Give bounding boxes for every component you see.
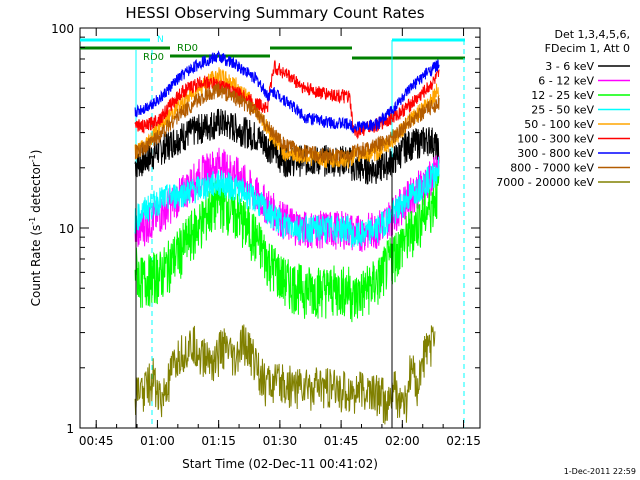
y-axis-label-end: ) <box>29 150 43 155</box>
chart-title: HESSI Observing Summary Count Rates <box>125 4 424 22</box>
x-tick-label-2: 01:15 <box>201 434 236 448</box>
series-line-0 <box>134 108 440 185</box>
y-tick-label-1: 10 <box>59 222 74 236</box>
x-tick-label-3: 01:30 <box>263 434 298 448</box>
series-line-2 <box>134 168 440 323</box>
legend-label-7: 800 - 7000 keV <box>510 162 594 175</box>
series-line-3 <box>134 156 440 248</box>
y-axis-label: Count Rate (s-1 detector-1) <box>28 150 43 307</box>
y-tick-label-0: 1 <box>66 422 74 436</box>
x-tick-label-5: 02:00 <box>385 434 420 448</box>
legend-header-2: FDecim 1, Att 0 <box>545 42 630 55</box>
x-tick-label-4: 01:45 <box>324 434 359 448</box>
legend-label-5: 100 - 300 keV <box>517 133 594 146</box>
series-layer <box>134 50 440 428</box>
y-tick-label-2: 100 <box>51 22 74 36</box>
x-tick-label-1: 01:00 <box>140 434 175 448</box>
legend-label-3: 25 - 50 keV <box>531 104 594 117</box>
footer-date: 1-Dec-2011 22:59 <box>564 467 636 476</box>
legend-header-1: Det 1,3,4,5,6, <box>554 28 630 41</box>
flag-label-n: N <box>157 35 164 45</box>
legend-label-8: 7000 - 20000 keV <box>496 176 594 189</box>
legend-label-4: 50 - 100 keV <box>524 118 594 131</box>
series-line-7 <box>134 82 440 164</box>
y-axis-label-mid: detector <box>29 162 43 217</box>
x-tick-label-0: 00:45 <box>79 434 114 448</box>
y-axis-label-sup2: -1 <box>28 154 37 162</box>
legend-label-6: 300 - 800 keV <box>517 147 594 160</box>
legend-label-2: 12 - 25 keV <box>531 89 594 102</box>
legend-label-0: 3 - 6 keV <box>545 60 594 73</box>
x-tick-label-6: 02:15 <box>446 434 481 448</box>
series-line-5 <box>134 59 440 140</box>
series-line-6 <box>134 50 440 134</box>
series-line-8 <box>134 324 436 425</box>
legend-label-1: 6 - 12 keV <box>538 75 594 88</box>
y-axis-label-sup1: -1 <box>28 217 37 225</box>
legend: Det 1,3,4,5,6, FDecim 1, Att 0 3 - 6 keV… <box>496 28 630 189</box>
flag-label-rd0-b: RD0 <box>177 43 198 54</box>
x-axis-label: Start Time (02-Dec-11 00:41:02) <box>182 457 378 471</box>
axis-layer: 00:45 01:00 01:15 01:30 01:45 02:00 02:15 1 10 10… <box>51 22 481 448</box>
flag-label-rd0-a: RD0 <box>143 52 164 63</box>
y-axis-label-main: Count Rate (s <box>29 225 43 307</box>
